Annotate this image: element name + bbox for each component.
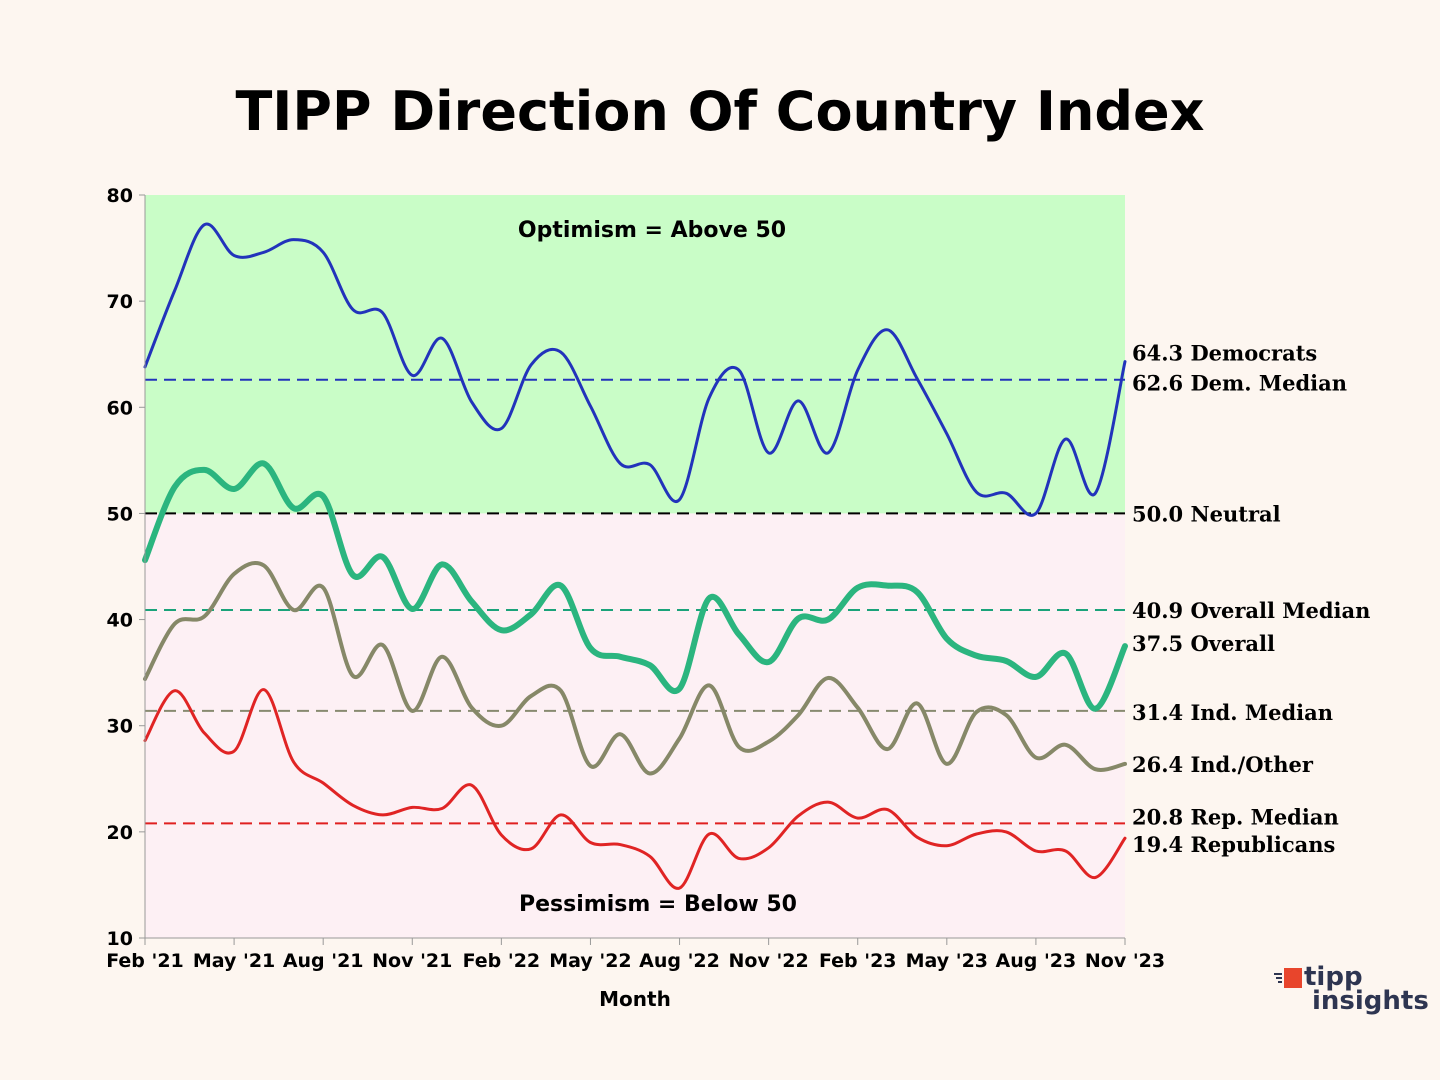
y-tick-label-60: 60	[107, 397, 133, 419]
x-tick-label-2: Aug '21	[283, 950, 364, 972]
tipp-insights-logo: tipp insights	[1270, 962, 1430, 1022]
zone-label-pessimism: Pessimism = Below 50	[519, 892, 797, 917]
series-line-democrats	[143, 222, 1127, 517]
y-tick-label-40: 40	[107, 610, 133, 632]
end-label-ind-other: 26.4 Ind./Other	[1132, 752, 1314, 777]
x-tick-label-3: Nov '21	[372, 950, 452, 972]
end-label-overall: 37.5 Overall	[1132, 631, 1275, 656]
end-label-overall-median: 40.9 Overall Median	[1132, 598, 1370, 623]
series-line-ind-other	[143, 561, 1127, 776]
y-tick-label-30: 30	[107, 716, 133, 738]
zone-backgrounds: Optimism = Above 50 Pessimism = Below 50	[145, 195, 1125, 938]
logo-mark-icon	[1274, 968, 1302, 988]
x-tick-label-9: May '23	[906, 950, 988, 972]
y-tick-label-20: 20	[107, 822, 133, 844]
series-line-overall	[142, 460, 1128, 712]
y-tick-label-10: 10	[107, 928, 133, 950]
x-tick-label-1: May '21	[193, 950, 275, 972]
end-label-neutral: 50.0 Neutral	[1132, 501, 1281, 526]
x-tick-label-6: Aug '22	[639, 950, 720, 972]
zone-label-optimism: Optimism = Above 50	[518, 218, 786, 243]
zone-pessimism	[145, 513, 1125, 938]
x-tick-label-8: Feb '23	[819, 950, 897, 972]
x-tick-label-10: Aug '23	[996, 950, 1077, 972]
end-label-republicans: 19.4 Republicans	[1132, 832, 1335, 857]
y-tick-label-80: 80	[107, 185, 133, 207]
series-lines	[142, 222, 1128, 890]
x-tick-label-4: Feb '22	[463, 950, 541, 972]
end-label-ind-median: 31.4 Ind. Median	[1132, 700, 1333, 725]
x-tick-label-5: May '22	[549, 950, 631, 972]
logo-line2: insights	[1312, 986, 1429, 1016]
axes: 10 20 30 40 50 60 70 80 Feb '21 May '21 Aug '21 Nov…	[106, 185, 1165, 1011]
logo-line1: tipp	[1304, 962, 1363, 992]
zone-optimism	[145, 195, 1125, 514]
y-tick-label-50: 50	[107, 503, 133, 525]
end-labels: 64.3 Democrats 62.6 Dem. Median 50.0 Neutr…	[1132, 341, 1370, 858]
chart-title: TIPP Direction Of Country Index	[235, 80, 1205, 143]
x-tick-label-0: Feb '21	[106, 950, 184, 972]
x-axis-title: Month	[599, 987, 671, 1011]
reference-lines	[145, 378, 1125, 825]
x-tick-label-7: Nov '22	[729, 950, 809, 972]
series-line-republicans	[143, 688, 1127, 890]
x-tick-label-11: Nov '23	[1085, 950, 1165, 972]
y-tick-label-70: 70	[107, 291, 133, 313]
end-label-rep-median: 20.8 Rep. Median	[1132, 804, 1339, 829]
logo-flag-shape	[1284, 968, 1302, 988]
end-label-dem-median: 62.6 Dem. Median	[1132, 371, 1347, 396]
end-label-democrats: 64.3 Democrats	[1132, 341, 1317, 366]
